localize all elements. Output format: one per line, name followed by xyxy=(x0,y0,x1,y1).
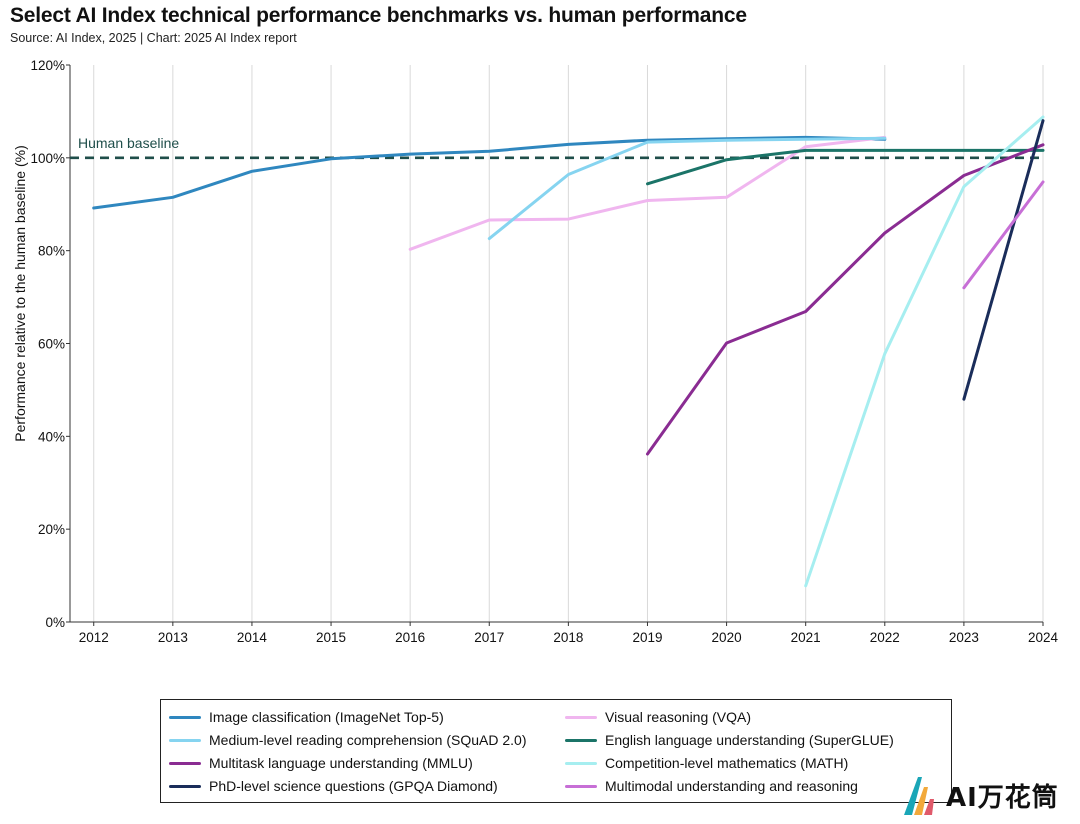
series-line-4 xyxy=(646,143,1045,456)
y-tick-label: 20% xyxy=(38,522,65,537)
legend-item: Image classification (ImageNet Top-5) xyxy=(169,709,444,725)
chart-subtitle: Source: AI Index, 2025 | Chart: 2025 AI … xyxy=(10,31,297,45)
legend-label: English language understanding (SuperGLU… xyxy=(605,732,894,748)
x-tick-label: 2015 xyxy=(316,630,346,645)
series-line-3 xyxy=(646,148,1045,186)
x-tick-label: 2023 xyxy=(949,630,979,645)
x-tick-label: 2019 xyxy=(632,630,662,645)
chart-title: Select AI Index technical performance be… xyxy=(10,4,747,27)
legend-item: Multimodal understanding and reasoning xyxy=(565,778,858,794)
legend-label: Multimodal understanding and reasoning xyxy=(605,778,858,794)
x-tick-label: 2020 xyxy=(712,630,742,645)
series-line-0 xyxy=(92,135,887,210)
x-tick-label: 2012 xyxy=(79,630,109,645)
x-tick-label: 2018 xyxy=(553,630,583,645)
x-tick-label: 2016 xyxy=(395,630,425,645)
watermark: AI万花筒 xyxy=(900,770,1075,820)
watermark-logo-icon xyxy=(904,777,934,815)
legend-item: Competition-level mathematics (MATH) xyxy=(565,755,848,771)
legend-label: Competition-level mathematics (MATH) xyxy=(605,755,849,771)
x-tick-label: 2021 xyxy=(791,630,821,645)
y-tick-label: 60% xyxy=(38,337,65,352)
legend-swatch xyxy=(565,715,597,719)
x-tick-label: 2022 xyxy=(870,630,900,645)
series-line-2 xyxy=(487,136,887,241)
legend-item: English language understanding (SuperGLU… xyxy=(565,732,894,748)
y-tick-label: 120% xyxy=(30,58,65,73)
legend-swatch xyxy=(169,738,201,742)
legend-label: PhD-level science questions (GPQA Diamon… xyxy=(209,778,498,794)
legend-label: Multitask language understanding (MMLU) xyxy=(209,755,473,771)
legend-label: Medium-level reading comprehension (SQuA… xyxy=(209,732,527,748)
series-line-5 xyxy=(804,115,1045,588)
y-tick-label: 0% xyxy=(45,615,65,630)
legend-swatch xyxy=(565,738,597,742)
series-line-7 xyxy=(962,180,1045,290)
chart-legend: Image classification (ImageNet Top-5) Vis… xyxy=(160,699,952,803)
legend-swatch xyxy=(565,784,597,788)
legend-swatch xyxy=(169,761,201,765)
x-tick-label: 2014 xyxy=(237,630,268,645)
series-line-1 xyxy=(408,135,887,251)
x-tick-label: 2017 xyxy=(474,630,504,645)
y-tick-label: 100% xyxy=(30,151,65,166)
y-axis-label: Performance relative to the human baseli… xyxy=(12,145,28,441)
legend-label: Image classification (ImageNet Top-5) xyxy=(209,709,444,725)
human-baseline-label: Human baseline xyxy=(78,135,179,151)
x-tick-label: 2024 xyxy=(1028,630,1059,645)
legend-swatch xyxy=(565,761,597,765)
watermark-text: AI万花筒 xyxy=(946,782,1059,813)
legend-swatch xyxy=(169,715,201,719)
legend-item: Medium-level reading comprehension (SQuA… xyxy=(169,732,526,748)
x-tick-label: 2013 xyxy=(158,630,188,645)
legend-item: Visual reasoning (VQA) xyxy=(565,709,751,725)
legend-label: Visual reasoning (VQA) xyxy=(605,709,752,725)
legend-swatch xyxy=(169,784,201,788)
legend-item: PhD-level science questions (GPQA Diamon… xyxy=(169,778,498,794)
y-tick-label: 80% xyxy=(38,244,65,259)
line-chart: 0% 20% 40% 60% 80% 100% 120% 2012 2013 2014 2015 20… xyxy=(12,58,1059,645)
y-tick-label: 40% xyxy=(38,429,65,444)
legend-item: Multitask language understanding (MMLU) xyxy=(169,755,473,771)
series-line-6 xyxy=(962,119,1045,401)
